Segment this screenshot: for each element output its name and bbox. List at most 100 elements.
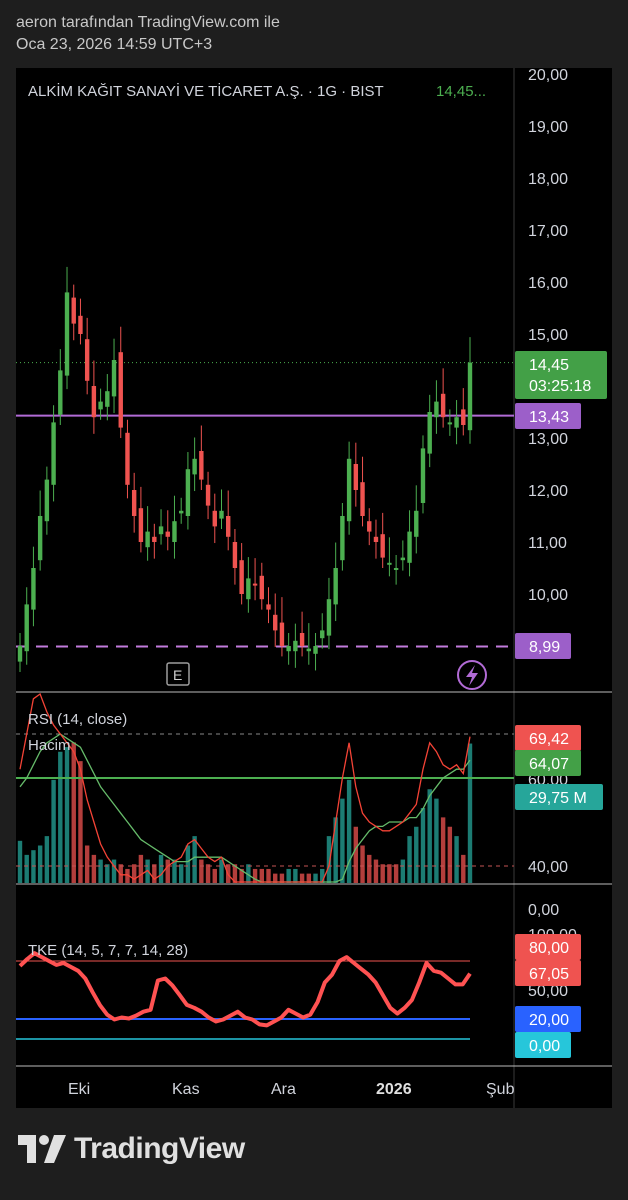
candle-body (266, 604, 271, 610)
volume-bar (131, 864, 137, 883)
volume-bar (393, 864, 399, 883)
countdown-label: 03:25:18 (529, 378, 591, 395)
candle-body (380, 534, 385, 558)
volume-bar (252, 868, 258, 883)
volume-bar (400, 859, 406, 883)
tke-80-label: 80,00 (529, 940, 569, 957)
volume-bar (286, 868, 291, 883)
candle-body (118, 352, 123, 428)
candle-body (326, 599, 332, 636)
volume-bar (380, 864, 385, 883)
earnings-letter: E (173, 667, 182, 683)
volume-bar (138, 854, 144, 883)
candle-body (373, 536, 379, 542)
rsi-value-label: 69,42 (529, 731, 569, 748)
price-axis[interactable]: 20,00 19,00 18,00 17,00 16,00 15,00 13,00 12,00… (528, 67, 568, 604)
candle-body (427, 412, 432, 454)
volume-bar (84, 845, 90, 883)
price-tick-label: 12,00 (528, 483, 568, 500)
upper-line-badge: 13,43 (515, 403, 581, 429)
candle-body (165, 531, 170, 537)
volume-bar (299, 873, 305, 883)
rsi-title[interactable]: RSI (14, close) (28, 711, 127, 728)
volume-bar (205, 864, 211, 883)
volume-bar (31, 850, 36, 883)
volume-bar (420, 808, 426, 883)
volume-bar (259, 868, 264, 883)
tke-20-label: 20,00 (529, 1012, 569, 1029)
price-tick-label: 17,00 (528, 223, 568, 240)
volume-series[interactable] (17, 742, 473, 883)
candle-body (192, 458, 197, 475)
volume-bar (387, 864, 392, 883)
candlestick-series[interactable] (17, 266, 473, 672)
volume-bar (346, 779, 352, 883)
tke-title[interactable]: TKE (14, 5, 7, 7, 14, 28) (28, 942, 188, 959)
candle-body (78, 315, 83, 334)
candle-body (246, 578, 251, 600)
candle-body (199, 451, 204, 480)
candle-body (293, 640, 298, 652)
candle-body (178, 510, 184, 514)
candle-body (252, 583, 258, 586)
tke-20-badge: 20,00 (515, 1006, 581, 1032)
volume-bar (98, 859, 103, 883)
symbol-title[interactable]: ALKİM KAĞIT SANAYİ VE TİCARET A.Ş. · 1G … (28, 82, 384, 100)
lightning-icon[interactable] (457, 660, 487, 690)
volume-bar (192, 836, 197, 883)
candle-body (105, 391, 110, 407)
lower-line-badge: 8,99 (515, 633, 571, 659)
candle-body (158, 526, 164, 535)
candle-body (420, 448, 426, 503)
volume-bar (434, 798, 439, 883)
volume-bar (51, 779, 56, 883)
tke-value-label: 67,05 (529, 966, 569, 983)
chart-container[interactable]: 20,00 19,00 18,00 17,00 16,00 15,00 13,00 12,00… (16, 67, 612, 1108)
candle-body (58, 370, 63, 415)
volume-value-label: 29,75 M (529, 790, 587, 807)
candle-body (367, 521, 372, 532)
volume-bar (239, 868, 244, 883)
candle-body (239, 560, 244, 594)
volume-bar (326, 836, 332, 883)
volume-bar (246, 864, 251, 883)
upper-line-label: 13,43 (529, 409, 569, 426)
candle-body (24, 604, 29, 652)
candle-body (152, 536, 157, 542)
candle-body (219, 510, 224, 519)
candle-body (98, 401, 103, 410)
chart-canvas[interactable]: 20,00 19,00 18,00 17,00 16,00 15,00 13,00 12,00… (16, 67, 612, 1108)
rsi-axis-40: 40,00 (528, 859, 568, 876)
last-price-badge: 14,45 03:25:18 (515, 351, 607, 399)
volume-bar (212, 868, 217, 883)
candle-body (346, 458, 352, 522)
rsi-axis-0: 0,00 (528, 902, 559, 919)
volume-bar (199, 859, 204, 883)
volume-bar (427, 789, 432, 883)
footer: TradingView (18, 1132, 245, 1166)
candle-body (44, 479, 50, 522)
volume-bar (467, 743, 473, 883)
earnings-marker[interactable]: E (166, 662, 190, 686)
volume-bar (64, 747, 70, 883)
rsi-line[interactable] (19, 692, 471, 883)
volume-bar (58, 751, 63, 883)
candle-body (299, 633, 305, 646)
volume-bar (118, 864, 123, 883)
volume-bar (447, 826, 453, 883)
tke-line[interactable] (18, 951, 472, 1028)
tradingview-brand: TradingView (74, 1132, 245, 1165)
volume-bar (440, 817, 446, 883)
volume-bar (232, 864, 238, 883)
candle-body (212, 510, 217, 527)
candle-body (145, 531, 150, 548)
rsi-ma-line[interactable] (19, 733, 471, 883)
candle-body (434, 401, 439, 418)
time-axis[interactable]: Eki Kas Ara 2026 Şub (68, 1081, 515, 1098)
volume-bar (353, 826, 359, 883)
volume-bar (313, 873, 318, 883)
volume-bar (293, 868, 298, 883)
volume-bar (273, 873, 278, 883)
volume-title[interactable]: Hacim (28, 737, 71, 754)
volume-bar (44, 836, 50, 883)
